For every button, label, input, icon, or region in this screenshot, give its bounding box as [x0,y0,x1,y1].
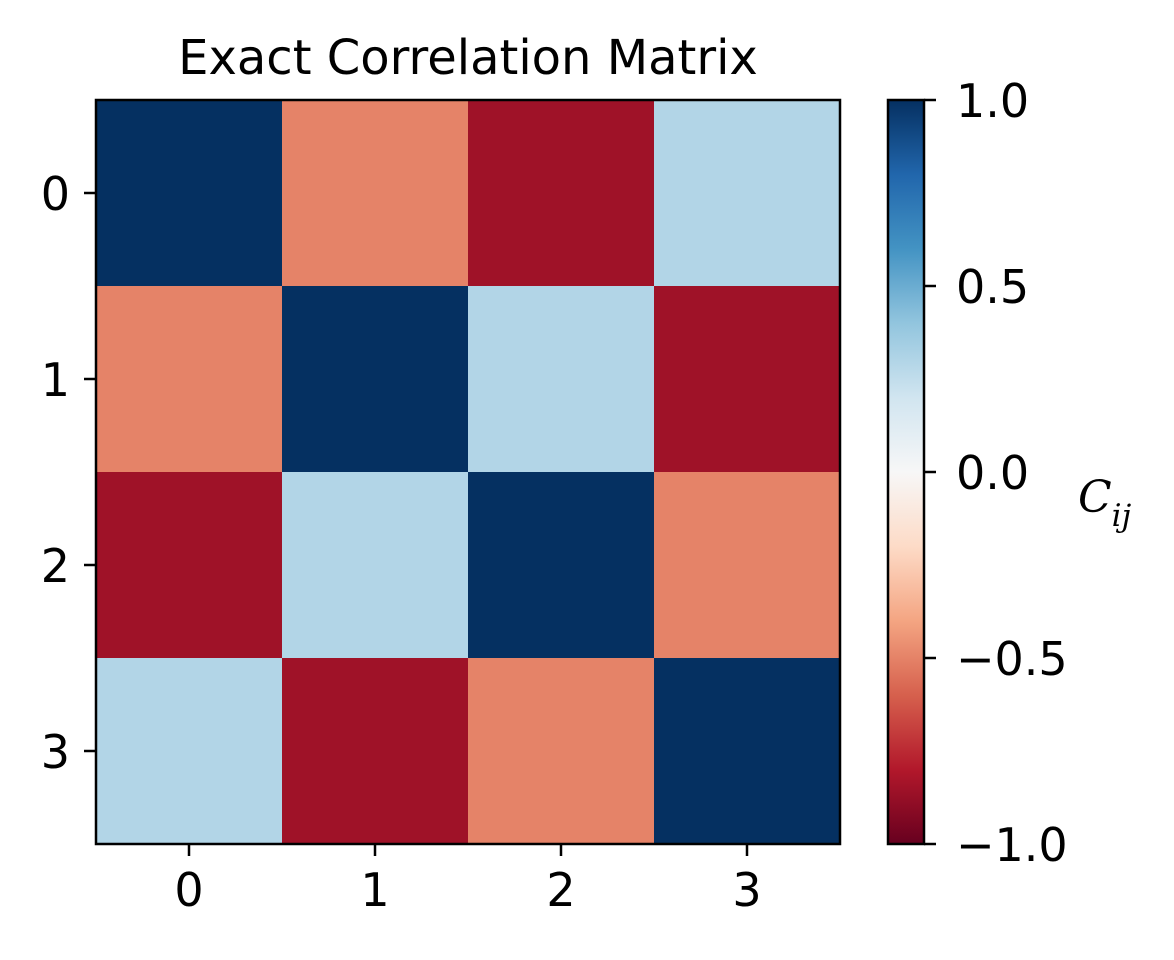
chart-title: Exact Correlation Matrix [178,30,758,86]
heatmap-cell-2-1 [282,472,469,659]
y-tick-label: 0 [41,167,70,221]
x-tick-label: 0 [174,863,203,917]
colorbar-label-main: C [1078,472,1112,523]
heatmap-cell-0-0 [96,100,283,287]
colorbar-ticks: 1.0 0.5 0.0 −0.5 −1.0 [924,74,1068,872]
heatmap-cell-3-2 [468,658,655,845]
colorbar-tick-label: −1.0 [956,818,1068,872]
heatmap-cell-3-3 [654,658,841,845]
plot-frame [94,98,842,846]
heatmap-cell-1-2 [468,286,655,473]
heatmap-cell-0-1 [282,100,469,287]
heatmap-cell-2-2 [468,472,655,659]
x-axis: 0 1 2 3 [174,844,762,917]
heatmap-cell-1-1 [282,286,469,473]
colorbar-tick-label: −0.5 [956,632,1068,686]
heatmap-cell-3-0 [96,658,283,845]
y-tick-label: 1 [41,353,70,407]
y-axis: 0 1 2 3 [41,167,96,779]
colorbar-label-sub: ij [1112,498,1132,534]
colorbar-tick-label: 0.5 [956,260,1029,314]
x-tick-label: 2 [546,863,575,917]
heatmap-cell-0-3 [654,100,841,287]
heatmap-cell-0-2 [468,100,655,287]
y-tick-label: 2 [41,539,70,593]
colorbar-label: Cij [1078,472,1132,534]
heatmap-cells [96,100,841,845]
x-tick-label: 1 [360,863,389,917]
colorbar-tick-label: 0.0 [956,446,1029,500]
heatmap-cell-1-0 [96,286,283,473]
colorbar-gradient [886,98,926,846]
colorbar-tick-label: 1.0 [956,74,1029,128]
heatmap-cell-1-3 [654,286,841,473]
heatmap-cell-2-0 [96,472,283,659]
heatmap-cell-3-1 [282,658,469,845]
y-tick-label: 3 [41,725,70,779]
heatmap-cell-2-3 [654,472,841,659]
x-tick-label: 3 [732,863,761,917]
